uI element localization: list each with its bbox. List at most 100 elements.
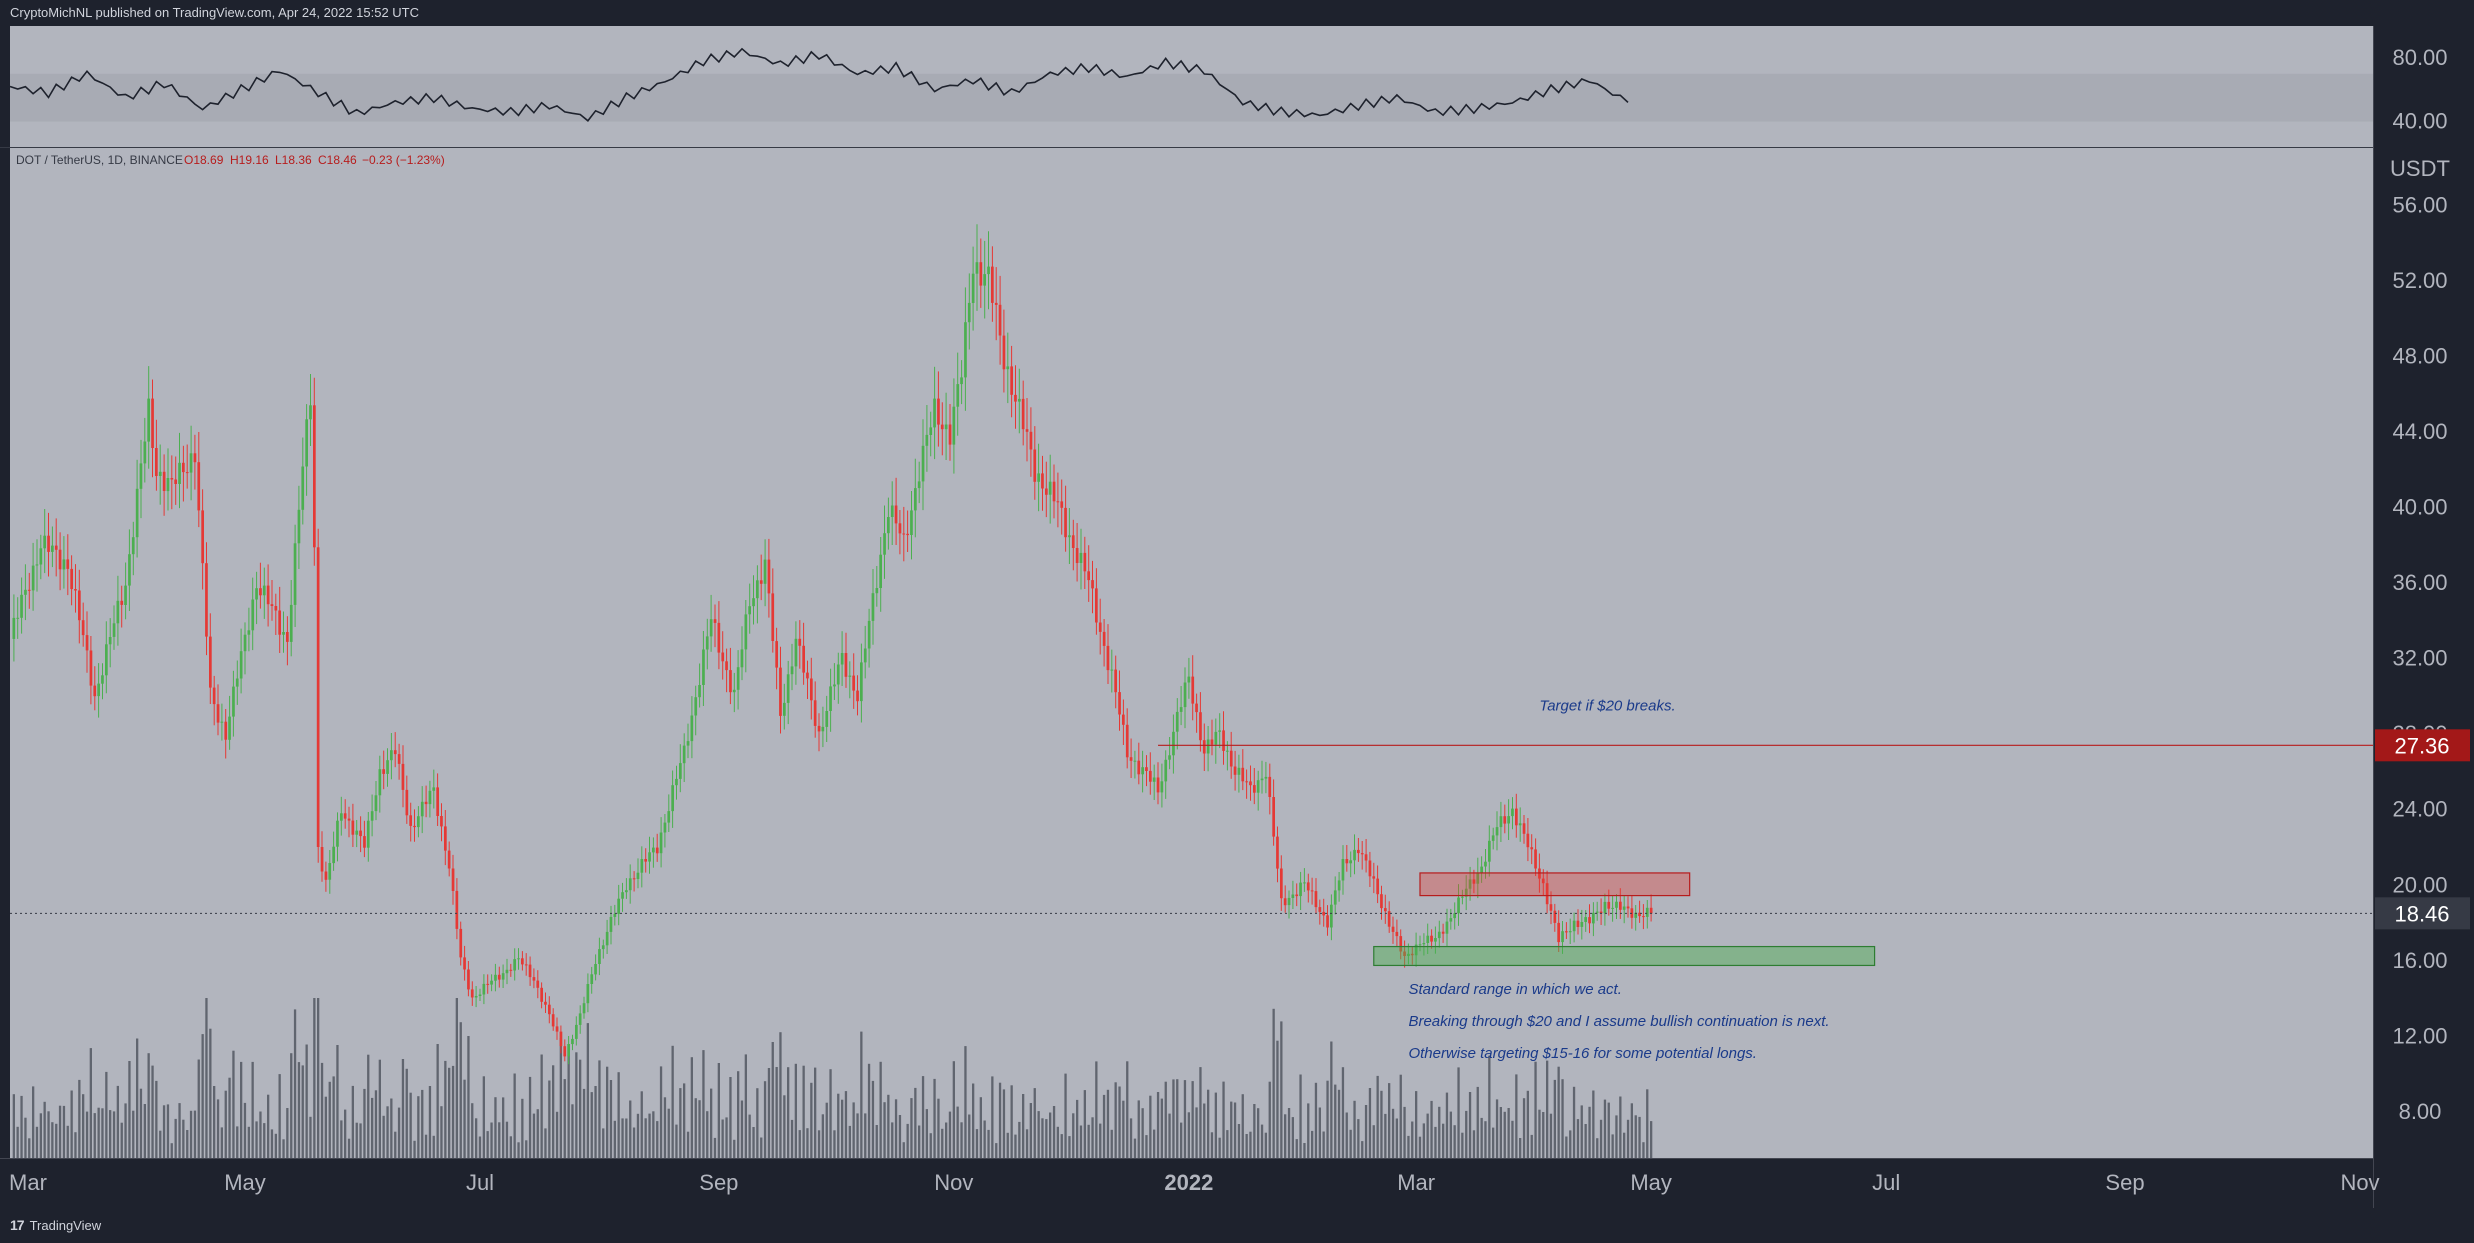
candle-body <box>1210 739 1214 745</box>
candle-body <box>1071 535 1075 548</box>
candle-body <box>158 471 162 476</box>
volume-bar <box>914 1087 917 1158</box>
candle-body <box>1530 847 1534 850</box>
volume-bar <box>143 1104 146 1158</box>
volume-bar <box>1418 1136 1422 1158</box>
candle-body <box>397 754 401 764</box>
candle-body <box>1391 926 1395 932</box>
volume-bar <box>1322 1131 1325 1158</box>
price-panel[interactable]: Target if $20 breaks. Standard range in w… <box>10 148 2373 1158</box>
volume-bar <box>1156 1092 1160 1158</box>
volume-bar <box>1183 1080 1187 1158</box>
volume-bar <box>544 1128 547 1158</box>
candle-body <box>1337 880 1341 891</box>
volume-bar <box>305 1044 308 1158</box>
candle-body <box>563 1046 567 1057</box>
volume-bar <box>505 1121 509 1158</box>
candle-body <box>1603 901 1607 914</box>
candle-body <box>1025 429 1029 432</box>
candle-body <box>131 537 135 555</box>
candle-body <box>166 478 170 492</box>
candle-body <box>509 969 513 971</box>
candle-body <box>1280 868 1283 899</box>
volume-bar <box>690 1057 693 1158</box>
volume-bar <box>945 1122 948 1158</box>
candle-body <box>609 916 613 932</box>
volume-bar <box>1226 1130 1229 1158</box>
volume-bar <box>189 1110 193 1158</box>
volume-bar <box>1599 1119 1603 1158</box>
candle-body <box>340 813 343 821</box>
volume-bar <box>112 1111 116 1158</box>
candle-body <box>1376 878 1379 895</box>
volume-bar <box>1422 1123 1425 1158</box>
volume-bar <box>1546 1060 1549 1158</box>
candle-body <box>112 623 116 637</box>
volume-bar <box>817 1130 821 1158</box>
volume-bar <box>232 1050 235 1158</box>
candle-body <box>1430 935 1433 942</box>
candle-body <box>1202 740 1206 754</box>
candles <box>12 224 1653 1065</box>
volume-bar <box>810 1082 813 1158</box>
candle-body <box>1565 931 1568 933</box>
volume-bar <box>894 1099 898 1158</box>
candle-body <box>286 632 289 642</box>
volume-bar <box>1626 1119 1630 1158</box>
candle-body <box>875 588 879 594</box>
volume-bar <box>1214 1092 1217 1158</box>
volume-bar <box>532 1113 536 1158</box>
volume-bar <box>752 1127 755 1158</box>
volume-bar <box>725 1117 728 1158</box>
candle-body <box>848 675 852 677</box>
candle-body <box>952 406 956 445</box>
candle-body <box>467 969 470 990</box>
volume-bar <box>1395 1118 1398 1158</box>
volume-bar <box>1623 1132 1626 1158</box>
rsi-band <box>10 73 2373 122</box>
volume-bar <box>918 1125 921 1158</box>
volume-bar <box>656 1121 659 1158</box>
candle-body <box>101 675 104 684</box>
volume-bar <box>1495 1099 1499 1158</box>
candle-body <box>567 1044 570 1057</box>
candle-body <box>551 1014 555 1027</box>
candle-body <box>328 863 332 880</box>
volume-bar <box>270 1129 274 1158</box>
footer-brand: TradingView <box>29 1218 102 1233</box>
candle-body <box>139 463 143 489</box>
candle-body <box>929 427 933 435</box>
candle-body <box>806 672 809 679</box>
volume-bar <box>159 1130 162 1158</box>
volume-bar <box>883 1102 886 1158</box>
volume-bar <box>1172 1079 1175 1158</box>
candle-body <box>675 778 678 786</box>
volume-bar <box>1461 1132 1464 1158</box>
volume-bar <box>66 1125 69 1158</box>
candle-body <box>1576 920 1580 927</box>
candle-body <box>432 787 436 791</box>
volume-bar <box>821 1114 824 1158</box>
candle-body <box>752 598 755 607</box>
candle-body <box>1295 894 1299 897</box>
volume-bar <box>43 1101 46 1158</box>
candle-body <box>1268 776 1272 797</box>
volume-bar <box>767 1068 771 1158</box>
candle-body <box>78 590 81 621</box>
volume-bar <box>1060 1134 1063 1158</box>
volume-bar <box>24 1117 27 1158</box>
volume-bar <box>282 1139 285 1158</box>
volume-bar <box>471 1103 474 1158</box>
chart-canvas[interactable]: Target if $20 breaks. Standard range in w… <box>0 26 2474 1208</box>
current-price-label: 18.46 <box>2394 901 2449 926</box>
candle-body <box>1133 760 1137 762</box>
volume-bar <box>1237 1124 1241 1158</box>
volume-bar <box>1376 1075 1379 1158</box>
volume-bar <box>582 1088 586 1158</box>
volume-bar <box>536 1109 539 1158</box>
annotation-text: Otherwise targeting $15-16 for some pote… <box>1408 1045 1757 1062</box>
volume-bar <box>814 1067 817 1158</box>
volume-bar <box>602 1128 605 1158</box>
volume-bar <box>1160 1098 1163 1158</box>
candle-body <box>940 424 944 430</box>
